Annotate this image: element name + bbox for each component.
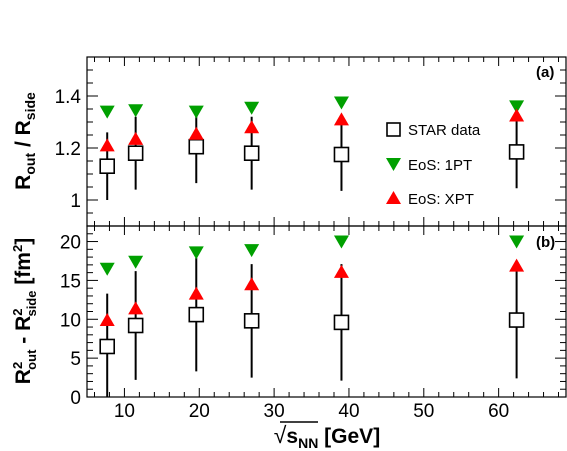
legend-marker-star <box>386 122 401 137</box>
panel-b-y-tick-label: 20 <box>60 233 81 254</box>
panel-a-axes: 1 1.2 1.4 <box>55 56 566 227</box>
x-axis-label-root: √ <box>274 422 287 448</box>
panel-b-star-point <box>188 306 205 323</box>
panel-a-eos-1pt-point <box>188 105 204 119</box>
panel-a-marks <box>99 96 525 200</box>
panel-b-eos-xpt-point <box>509 258 525 272</box>
panel-a-eos-xpt-point <box>99 138 115 152</box>
panel-b-eos-1pt-point <box>188 246 204 260</box>
panel-a-eos-1pt-point <box>509 100 525 114</box>
panel-b: 10 20 30 40 50 60 0 5 10 15 20 (b) R2out - R2side … <box>10 225 567 451</box>
panel-a-eos-1pt-point <box>244 101 260 115</box>
panel-b-eos-1pt-point <box>333 235 349 249</box>
panel-b-ylabel-unit-sup: 2 <box>10 245 25 252</box>
panel-b-ylabel-sup1: 2 <box>10 362 25 369</box>
panel-a-eos-xpt-point <box>188 126 204 140</box>
panel-b-eos-xpt-point <box>188 286 204 300</box>
x-tick-label: 10 <box>114 401 135 422</box>
legend-marker-xpt <box>386 191 401 204</box>
panel-b-eos-xpt-point <box>99 313 115 327</box>
panel-a: 1 1.2 1.4 (a) Rout / Rside STAR data EoS: … <box>12 56 567 227</box>
x-tick-label: 50 <box>413 401 434 422</box>
panel-b-frame <box>86 225 567 398</box>
panel-a-star-point <box>188 138 205 155</box>
legend-label-star: STAR data <box>408 122 481 139</box>
panel-b-y-tick-label: 5 <box>70 349 81 370</box>
x-tick-label: 40 <box>338 401 359 422</box>
panel-a-frame <box>86 56 567 227</box>
panel-b-ylabel-r1: R <box>12 369 35 384</box>
panel-b-star-point <box>243 313 260 329</box>
panel-b-y-tick-label: 10 <box>60 310 81 331</box>
panel-a-eos-xpt-point <box>128 131 144 145</box>
legend-label-1pt: EoS: 1PT <box>408 157 472 174</box>
panel-b-eos-1pt-point <box>128 255 144 269</box>
panel-a-ylabel-sub2: side <box>22 92 38 120</box>
x-tick-label: 60 <box>488 401 509 422</box>
panel-b-eos-xpt-point <box>244 277 260 291</box>
panel-b-eos-1pt-point <box>509 235 525 249</box>
panel-b-y-tick-label: 15 <box>60 271 81 292</box>
legend-marker-1pt <box>386 158 401 171</box>
panel-b-ylabel-mid: - R <box>12 316 35 350</box>
x-axis-label: √sNN [GeV] <box>274 422 380 451</box>
panel-b-star-point <box>508 312 525 328</box>
panel-a-y-tick-label: 1.4 <box>55 87 82 108</box>
x-tick-label: 20 <box>189 401 210 422</box>
panel-a-ylabel-main: R <box>12 175 35 190</box>
panel-a-y-tick-label: 1 <box>70 191 81 212</box>
panel-b-axes: 10 20 30 40 50 60 0 5 10 15 20 <box>60 225 566 422</box>
panel-a-ylabel-sub1: out <box>22 153 38 175</box>
x-axis-label-base: s <box>286 425 298 448</box>
panel-a-y-tick-label: 1.2 <box>55 139 81 160</box>
panel-b-ylabel: R2out - R2side [fm2] <box>10 238 39 384</box>
panel-b-label: (b) <box>536 234 555 251</box>
panel-b-ylabel-unit-post: ] <box>12 238 35 245</box>
panel-b-star-point <box>127 317 144 334</box>
panel-b-star-point <box>333 314 350 331</box>
panel-a-eos-xpt-point <box>333 112 349 126</box>
panel-b-eos-xpt-point <box>128 301 144 315</box>
panel-b-ylabel-sup2: 2 <box>10 309 25 316</box>
panel-b-marks <box>99 235 525 397</box>
panel-a-star-point <box>127 145 144 161</box>
legend-label-xpt: EoS: XPT <box>408 191 474 208</box>
panel-a-ylabel: Rout / Rside <box>12 92 38 190</box>
x-tick-label: 30 <box>264 401 285 422</box>
panel-b-ylabel-unit-pre: [fm <box>12 252 35 291</box>
panel-a-star-point <box>243 145 260 161</box>
panel-b-star-point <box>99 338 116 355</box>
panel-a-label: (a) <box>536 64 554 81</box>
panel-a-ylabel-mid: / R <box>12 120 35 153</box>
legend: STAR data EoS: 1PT EoS: XPT <box>386 122 481 208</box>
panel-a-star-point <box>333 146 350 163</box>
x-axis-label-unit: [GeV] <box>318 425 380 448</box>
panel-a-star-point <box>99 158 116 174</box>
panel-a-star-point <box>508 144 525 160</box>
panel-b-eos-xpt-point <box>333 264 349 278</box>
panel-a-eos-xpt-point <box>244 120 260 134</box>
panel-b-ylabel-sub1: out <box>24 349 39 370</box>
panel-b-eos-1pt-point <box>99 262 115 276</box>
panel-a-eos-xpt-point <box>509 108 525 122</box>
x-axis-label-sub: NN <box>298 435 318 451</box>
panel-a-eos-1pt-point <box>99 105 115 119</box>
panel-b-ylabel-sub2: side <box>24 291 39 317</box>
panel-b-eos-1pt-point <box>244 244 260 258</box>
panel-b-y-tick-label: 0 <box>70 388 81 409</box>
panel-a-eos-1pt-point <box>333 96 349 110</box>
panel-a-eos-1pt-point <box>128 104 144 118</box>
